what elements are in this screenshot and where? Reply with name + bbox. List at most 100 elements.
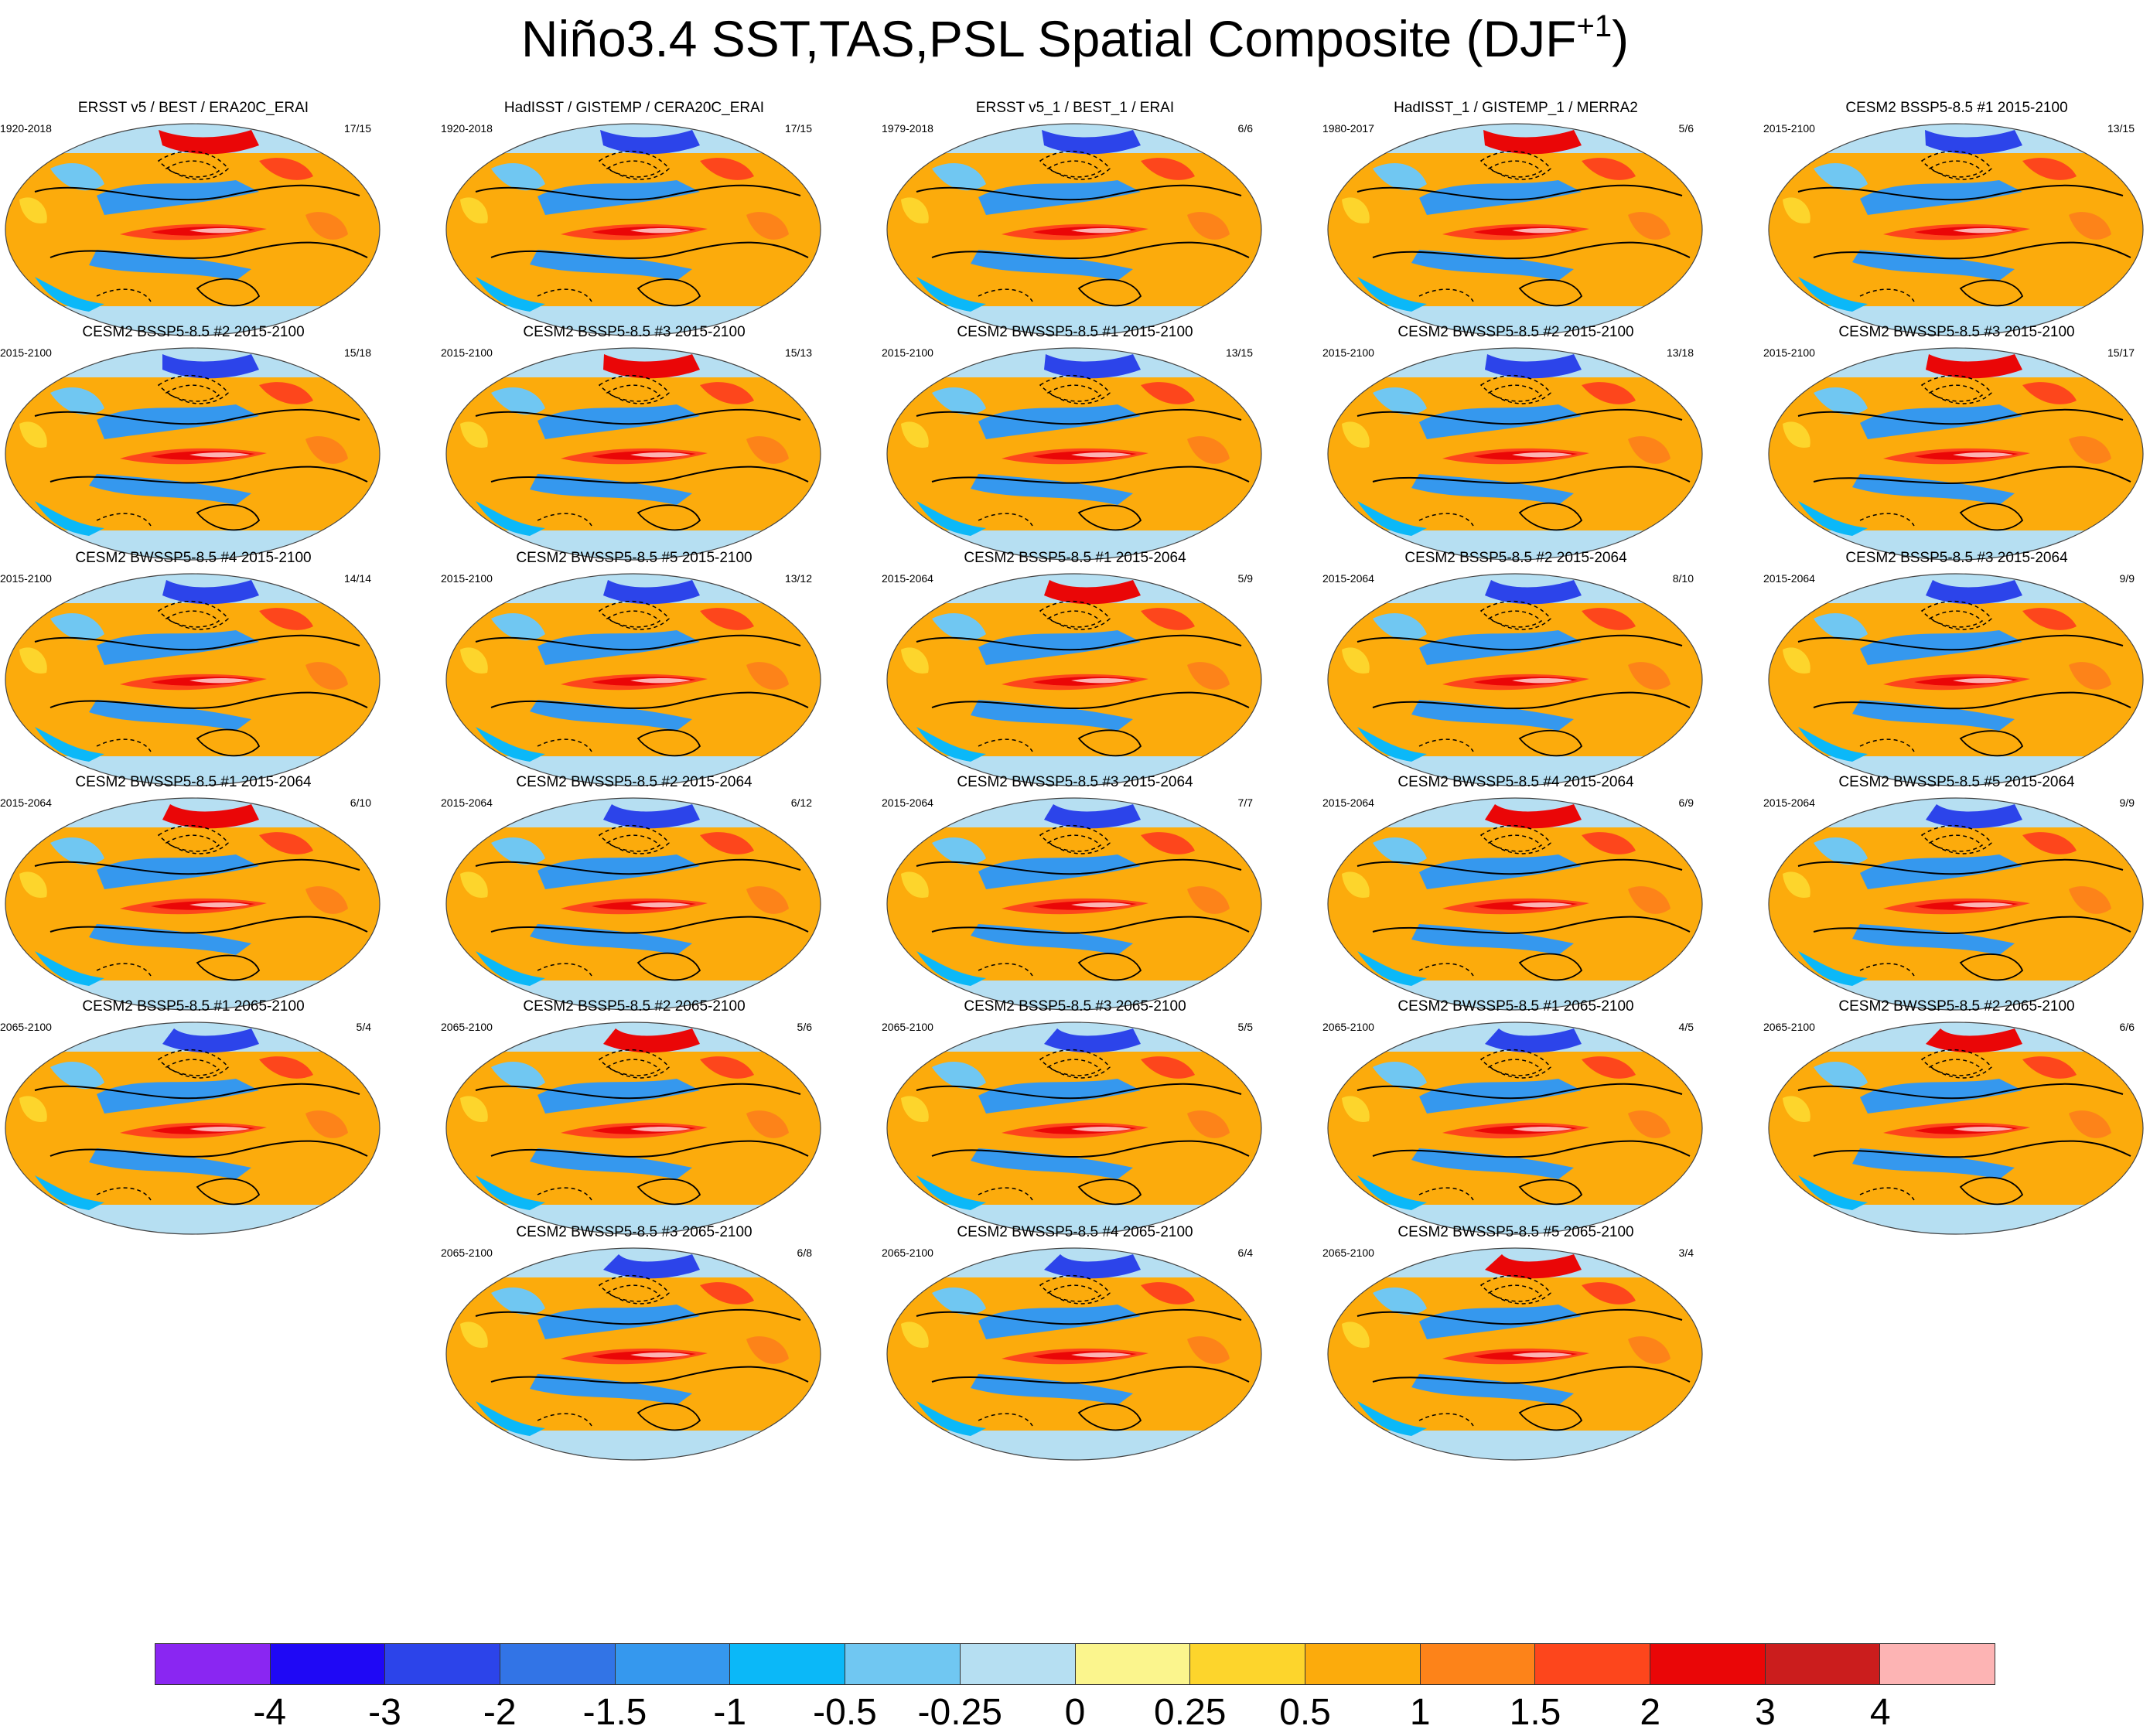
composite-map: [1326, 346, 1704, 561]
map-panel: CESM2 BSSP5-8.5 #1 2065-2100 2065-2100 5/4: [0, 998, 387, 1236]
composite-map: [886, 796, 1263, 1011]
panel-period: 2015-2100: [1322, 346, 1374, 359]
panel-period: 1979-2018: [882, 122, 933, 135]
map-panel: CESM2 BWSSP5-8.5 #2 2015-2100 2015-2100 13…: [1322, 323, 1709, 561]
panel-event-count: 13/15: [2107, 122, 2135, 135]
map-panel: CESM2 BSSP5-8.5 #3 2015-2100 2015-2100 15/…: [441, 323, 828, 561]
panel-period: 2065-2100: [882, 1021, 933, 1033]
panel-title: CESM2 BSSP5-8.5 #1 2065-2100: [82, 998, 305, 1015]
panel-period: 2015-2064: [1322, 796, 1374, 809]
map-panel: CESM2 BWSSP5-8.5 #3 2065-2100 2065-2100 6/…: [441, 1223, 828, 1461]
panel-title: CESM2 BSSP5-8.5 #2 2015-2064: [1404, 550, 1627, 566]
panel-event-count: 6/12: [790, 796, 812, 809]
panel-period: 2065-2100: [441, 1021, 493, 1033]
panel-title: CESM2 BWSSP5-8.5 #1 2015-2100: [957, 324, 1193, 340]
panel-period: 2065-2100: [1322, 1247, 1374, 1259]
composite-map: [4, 346, 381, 561]
map-panel: CESM2 BSSP5-8.5 #3 2065-2100 2065-2100 5/5: [882, 998, 1268, 1236]
colorbar-tick-label: -0.25: [917, 1692, 1002, 1733]
panel-title: CESM2 BWSSP5-8.5 #1 2065-2100: [1398, 998, 1634, 1015]
title-close: ): [1612, 10, 1630, 67]
map-panel: CESM2 BWSSP5-8.5 #4 2065-2100 2065-2100 6/…: [882, 1223, 1268, 1461]
map-panel: HadISST / GISTEMP / CERA20C_ERAI 1920-201…: [441, 99, 828, 337]
panel-period: 2015-2064: [1322, 572, 1374, 585]
map-panel: CESM2 BSSP5-8.5 #3 2015-2064 2015-2064 9/9: [1763, 549, 2150, 787]
panel-period: 2065-2100: [0, 1021, 52, 1033]
panel-event-count: 9/9: [2119, 572, 2135, 585]
panel-title: ERSST v5_1 / BEST_1 / ERAI: [975, 100, 1175, 116]
panel-title: CESM2 BWSSP5-8.5 #3 2015-2064: [957, 774, 1193, 790]
composite-map: [445, 796, 822, 1011]
composite-map: [1326, 796, 1704, 1011]
colorbar-swatch: [270, 1644, 386, 1684]
composite-map: [4, 572, 381, 787]
colorbar-swatch: [500, 1644, 616, 1684]
panel-title: CESM2 BSSP5-8.5 #3 2065-2100: [964, 998, 1186, 1015]
panel-title: CESM2 BWSSP5-8.5 #5 2065-2100: [1398, 1224, 1634, 1240]
panel-period: 2065-2100: [1763, 1021, 1815, 1033]
colorbar-tick-label: 4: [1869, 1692, 1891, 1733]
panel-event-count: 13/12: [784, 572, 812, 585]
colorbar-swatch: [615, 1644, 731, 1684]
panel-period: 1980-2017: [1322, 122, 1374, 135]
panel-title: CESM2 BSSP5-8.5 #2 2015-2100: [82, 324, 305, 340]
composite-map: [886, 572, 1263, 787]
composite-map: [1767, 1021, 2145, 1236]
map-panel: CESM2 BWSSP5-8.5 #3 2015-2064 2015-2064 7/…: [882, 773, 1268, 1011]
composite-map: [1326, 572, 1704, 787]
panel-event-count: 5/9: [1237, 572, 1253, 585]
colorbar: [155, 1643, 1995, 1685]
colorbar-tick-label: 1.5: [1509, 1692, 1561, 1733]
panel-period: 1920-2018: [0, 122, 52, 135]
panel-title: CESM2 BWSSP5-8.5 #2 2015-2100: [1398, 324, 1634, 340]
map-panel: CESM2 BWSSP5-8.5 #5 2015-2100 2015-2100 13…: [441, 549, 828, 787]
panel-title: ERSST v5 / BEST / ERA20C_ERAI: [77, 100, 309, 116]
panel-period: 2065-2100: [441, 1247, 493, 1259]
panel-title: CESM2 BWSSP5-8.5 #2 2065-2100: [1838, 998, 2075, 1015]
map-panel: CESM2 BWSSP5-8.5 #5 2065-2100 2065-2100 3/…: [1322, 1223, 1709, 1461]
panel-event-count: 4/5: [1678, 1021, 1694, 1033]
map-panel: CESM2 BWSSP5-8.5 #1 2015-2100 2015-2100 13…: [882, 323, 1268, 561]
colorbar-swatch: [1880, 1644, 1995, 1684]
map-panel: ERSST v5_1 / BEST_1 / ERAI 1979-2018 6/6: [882, 99, 1268, 337]
panel-period: 2015-2064: [882, 572, 933, 585]
colorbar-swatch: [1765, 1644, 1881, 1684]
colorbar-swatch: [1305, 1644, 1421, 1684]
colorbar-swatch: [730, 1644, 846, 1684]
panel-event-count: 13/15: [1225, 346, 1253, 359]
composite-map: [4, 1021, 381, 1236]
panel-title: CESM2 BWSSP5-8.5 #4 2065-2100: [957, 1224, 1193, 1240]
composite-map: [445, 572, 822, 787]
panel-event-count: 7/7: [1237, 796, 1253, 809]
map-panel: ERSST v5 / BEST / ERA20C_ERAI 1920-2018 17…: [0, 99, 387, 337]
panel-period: 2015-2100: [882, 346, 933, 359]
map-panel: CESM2 BWSSP5-8.5 #4 2015-2100 2015-2100 14…: [0, 549, 387, 787]
colorbar-tick-label: 3: [1755, 1692, 1776, 1733]
panel-title: CESM2 BWSSP5-8.5 #4 2015-2100: [75, 550, 312, 566]
map-panel: CESM2 BWSSP5-8.5 #4 2015-2064 2015-2064 6/…: [1322, 773, 1709, 1011]
colorbar-tick-label: -0.5: [813, 1692, 877, 1733]
panel-event-count: 5/5: [1237, 1021, 1253, 1033]
map-panel: CESM2 BWSSP5-8.5 #2 2065-2100 2065-2100 6/…: [1763, 998, 2150, 1236]
panel-period: 2015-2100: [441, 572, 493, 585]
colorbar-swatch: [1535, 1644, 1650, 1684]
panel-title: CESM2 BSSP5-8.5 #2 2065-2100: [523, 998, 746, 1015]
colorbar-tick-label: 0.25: [1154, 1692, 1227, 1733]
panel-period: 2015-2100: [441, 346, 493, 359]
panel-period: 2015-2064: [1763, 572, 1815, 585]
composite-map: [4, 122, 381, 337]
panel-period: 2015-2100: [0, 346, 52, 359]
composite-map: [4, 796, 381, 1011]
composite-map: [1326, 122, 1704, 337]
colorbar-swatch: [845, 1644, 961, 1684]
panel-event-count: 15/13: [784, 346, 812, 359]
panel-event-count: 8/10: [1672, 572, 1694, 585]
colorbar-swatch: [1650, 1644, 1766, 1684]
composite-map: [1767, 796, 2145, 1011]
colorbar-tick-label: -1.5: [582, 1692, 647, 1733]
panel-event-count: 6/6: [1237, 122, 1253, 135]
composite-map: [445, 1247, 822, 1461]
panel-event-count: 6/4: [1237, 1247, 1253, 1259]
map-panel: HadISST_1 / GISTEMP_1 / MERRA2 1980-2017 5…: [1322, 99, 1709, 337]
composite-map: [1767, 572, 2145, 787]
